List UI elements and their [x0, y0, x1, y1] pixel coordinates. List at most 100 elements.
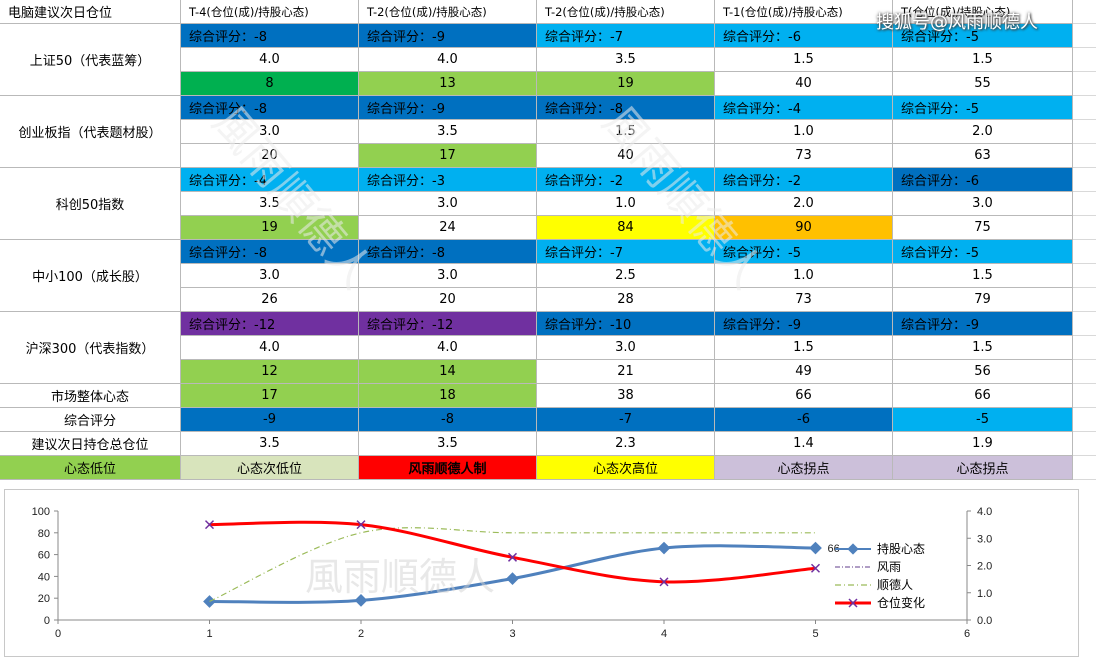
grid-line [1073, 287, 1096, 288]
position-cell: 1.5 [893, 264, 1073, 288]
legend-label: 持股心态 [877, 541, 925, 556]
position-cell: 4.0 [359, 336, 537, 360]
mood-cell: 40 [715, 72, 893, 96]
series-point-x [659, 577, 669, 587]
y-left-tick-label: 20 [38, 593, 50, 605]
position-cell: 3.5 [181, 192, 359, 216]
mood-cell: 73 [715, 288, 893, 312]
mood-cell: 24 [359, 216, 537, 240]
header-cell: T-4(仓位(成)/持股心态) [181, 0, 359, 24]
mood-cell: 40 [537, 144, 715, 168]
legend-marker [848, 598, 858, 608]
score-cell: 综合评分：-5 [893, 96, 1073, 120]
chart-watermark: 風雨順德人 [305, 555, 495, 599]
x-tick-label: 2 [358, 628, 364, 640]
series-point-x [507, 552, 518, 562]
mood-cell: 13 [359, 72, 537, 96]
y-right-tick-label: 2.0 [977, 561, 992, 573]
position-cell: 1.5 [537, 120, 715, 144]
y-right-tick-label: 1.0 [977, 588, 992, 600]
brand-watermark: 搜狐号@风雨顺德人 [876, 12, 1038, 33]
score-cell: 综合评分：-2 [715, 168, 893, 192]
x-tick-label: 1 [206, 628, 212, 640]
series-point-diamond [506, 572, 519, 585]
mood-cell: 90 [715, 216, 893, 240]
position-cell: 3.0 [359, 192, 537, 216]
mood-cell: 55 [893, 72, 1073, 96]
mood-cell: 8 [181, 72, 359, 96]
score-cell: 综合评分：-8 [181, 96, 359, 120]
mood-cell: 56 [893, 360, 1073, 384]
header-cell: T(仓位(成)/持股心态) [893, 0, 1073, 24]
grid-line [1073, 479, 1096, 480]
grid-line [1073, 311, 1096, 312]
grid-line [1073, 95, 1096, 96]
summary-value: 18 [359, 384, 537, 408]
mood-cell: 63 [893, 144, 1073, 168]
score-cell: 综合评分：-4 [715, 96, 893, 120]
position-cell: 1.5 [715, 48, 893, 72]
legend-label: 风雨 [877, 560, 901, 574]
mood-cell: 73 [715, 144, 893, 168]
mood-cell: 20 [359, 288, 537, 312]
mood-cell: 14 [359, 360, 537, 384]
summary-value: -9 [181, 408, 359, 432]
grid-line [1073, 143, 1096, 144]
position-cell: 3.0 [181, 120, 359, 144]
grid-line [1073, 71, 1096, 72]
summary-value: -8 [359, 408, 537, 432]
position-cell: 1.0 [715, 264, 893, 288]
summary-label: 市场整体心态 [0, 384, 181, 408]
position-cell: 4.0 [181, 336, 359, 360]
grid-line [1073, 407, 1096, 408]
grid-line [1073, 215, 1096, 216]
y-left-tick-label: 60 [38, 550, 50, 562]
score-cell: 综合评分：-5 [715, 240, 893, 264]
legend-cell: 心态拐点 [715, 456, 893, 480]
grid-line [1073, 167, 1096, 168]
position-cell: 1.0 [715, 120, 893, 144]
y-right-tick-label: 4.0 [977, 506, 992, 518]
mood-cell: 28 [537, 288, 715, 312]
series-point-x [810, 563, 821, 573]
mood-cell: 19 [537, 72, 715, 96]
legend-label: 顺德人 [877, 577, 913, 592]
mood-cell: 17 [359, 144, 537, 168]
legend-marker [847, 543, 859, 555]
mood-cell: 20 [181, 144, 359, 168]
position-cell: 3.5 [537, 48, 715, 72]
mood-cell: 19 [181, 216, 359, 240]
summary-label: 综合评分 [0, 408, 181, 432]
grid-line [1073, 239, 1096, 240]
x-tick-label: 4 [661, 628, 667, 640]
score-cell: 综合评分：-6 [893, 168, 1073, 192]
score-cell: 综合评分：-6 [715, 24, 893, 48]
row-label-index: 科创50指数 [0, 168, 181, 240]
summary-value: 1.9 [893, 432, 1073, 456]
score-cell: 综合评分：-9 [715, 312, 893, 336]
summary-value: 38 [537, 384, 715, 408]
legend-cell: 心态低位 [0, 456, 181, 480]
summary-value: 66 [893, 384, 1073, 408]
legend-cell: 心态次高位 [537, 456, 715, 480]
series-line [209, 527, 816, 603]
grid-line [1073, 335, 1096, 336]
position-cell: 4.0 [359, 48, 537, 72]
score-cell: 综合评分：-8 [537, 96, 715, 120]
summary-value: 3.5 [181, 432, 359, 456]
mood-cell: 12 [181, 360, 359, 384]
position-cell: 2.0 [715, 192, 893, 216]
score-cell: 综合评分：-10 [537, 312, 715, 336]
header-cell: T-1(仓位(成)/持股心态) [715, 0, 893, 24]
score-cell: 综合评分：-12 [359, 312, 537, 336]
score-cell: 综合评分：-9 [359, 24, 537, 48]
line-chart: 0 1 2 3 4 5 6 0 20 40 60 80 100 0.0 1.0 2.0 3.0 4.0 66 持股心态… [4, 489, 1079, 657]
header-cell: 电脑建议次日仓位 [0, 0, 181, 24]
score-cell: 综合评分：-8 [181, 24, 359, 48]
row-label-index: 沪深300（代表指数） [0, 312, 181, 384]
legend-cell: 心态次低位 [181, 456, 359, 480]
y-left-tick-label: 80 [38, 528, 50, 540]
header-cell: T-2(仓位(成)/持股心态) [537, 0, 715, 24]
position-cell: 3.0 [359, 264, 537, 288]
spreadsheet-table: 电脑建议次日仓位 T-4(仓位(成)/持股心态) T-2(仓位(成)/持股心态) T-… [0, 0, 1096, 480]
